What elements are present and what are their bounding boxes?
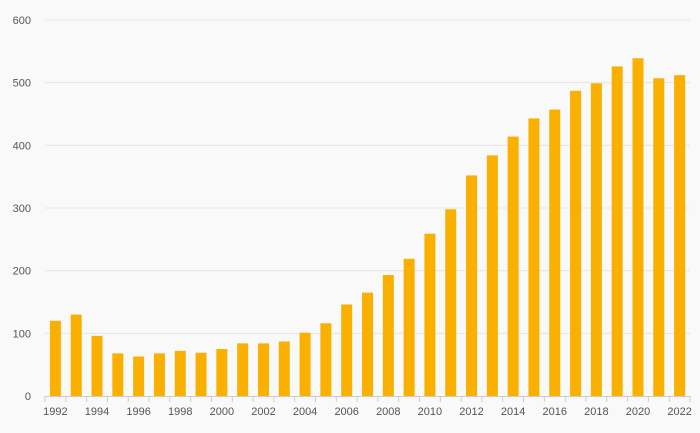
x-tick-label: 1998 [168,406,192,418]
bar-2014 [507,136,519,396]
bar-1994 [91,335,103,396]
bars [49,58,686,397]
gridlines [45,19,690,334]
y-tick-label: 600 [13,15,31,27]
bar-2018 [590,83,602,396]
x-tick-label: 2014 [501,406,525,418]
x-tick-label: 2018 [584,406,608,418]
tick-labels: 0 100 200 300 400 500 600 1992 1994 1996 1998 2000 2… [13,15,692,418]
axes [44,396,691,402]
x-tick-label: 2020 [626,406,650,418]
bar-2019 [611,66,623,396]
bar-2007 [362,292,373,396]
bar-1996 [133,356,145,396]
bar-2002 [257,343,269,396]
bar-2022 [674,75,686,396]
x-tick-label: 2006 [334,406,358,418]
bar-2020 [632,58,644,397]
x-tick-label: 1996 [126,406,150,418]
bar-2001 [237,343,249,396]
x-tick-label: 1992 [43,406,67,418]
bar-2012 [466,175,478,396]
y-tick-label: 300 [13,203,31,215]
x-tick-label: 1994 [85,406,109,418]
bar-1997 [153,353,165,396]
x-tick-label: 2004 [293,406,317,418]
bar-2009 [403,258,415,396]
bar-1993 [70,314,82,396]
x-tick-label: 2000 [210,406,234,418]
x-tick-label: 2008 [376,406,400,418]
bar-1998 [174,350,186,396]
x-tick-label: 2012 [459,406,483,418]
bar-2016 [549,109,561,396]
x-tick-label: 2002 [251,406,275,418]
y-tick-label: 200 [13,266,31,278]
bar-1995 [112,353,124,396]
bar-2004 [299,332,311,396]
bar-2011 [445,209,457,396]
bar-2006 [341,304,353,396]
bar-2005 [320,323,332,396]
y-tick-label: 400 [13,140,31,152]
y-tick-label: 0 [25,391,31,403]
x-tick-label: 2022 [667,406,691,418]
bar-1999 [195,352,207,396]
x-tick-label: 2016 [543,406,567,418]
bar-2017 [570,90,582,397]
bar-2008 [382,275,394,396]
y-tick-label: 500 [13,78,31,90]
bar-2010 [424,233,436,396]
bar-1992 [49,320,61,396]
y-tick-label: 100 [13,328,31,340]
bar-2013 [486,155,498,396]
bar-2015 [528,118,540,397]
bar-2003 [278,341,290,396]
bar-2021 [653,78,665,396]
bar-2000 [216,349,228,396]
x-tick-label: 2010 [418,406,442,418]
